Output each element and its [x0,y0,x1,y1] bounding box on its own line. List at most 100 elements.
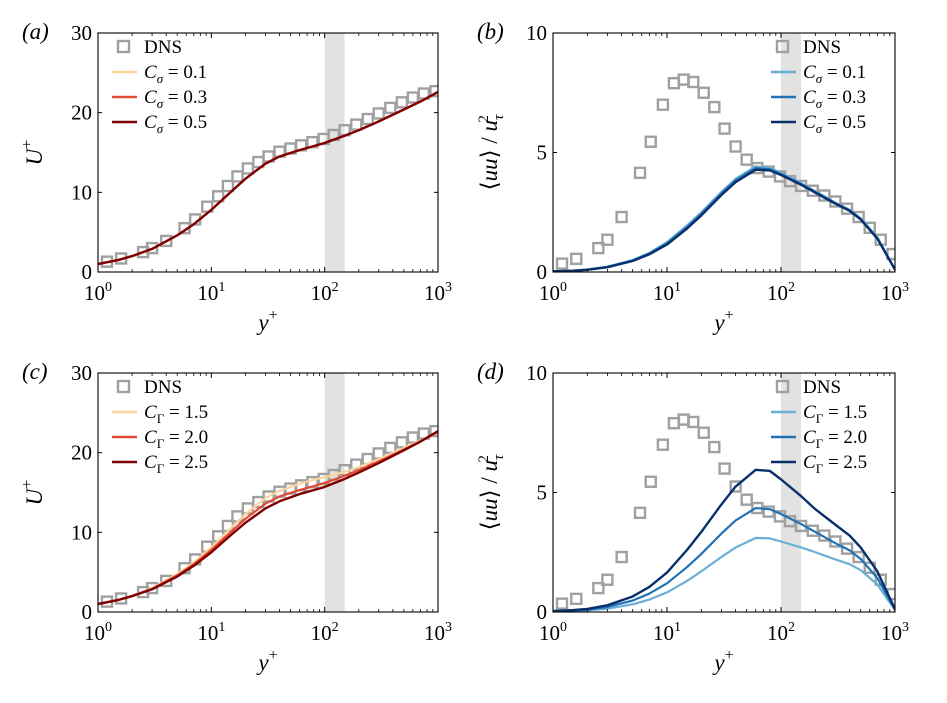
dns-marker [592,581,605,595]
dns-marker [863,221,876,234]
x-tick-label: 100 [84,620,112,645]
legend-label-3: Cσ = 0.5 [803,112,866,136]
dns-marker [840,202,854,215]
y-axis-label: ⟨uu⟩ / uτ2 [476,114,507,190]
dns-marker [555,257,569,270]
series-line-1 [553,165,895,272]
x-tick-label: 100 [84,280,112,305]
legend: DNS CΓ = 1.5CΓ = 2.0CΓ = 2.5 [771,377,867,476]
dns-marker [592,241,605,255]
dns-marker [429,84,438,98]
series-line-2 [553,166,895,272]
legend-label-2: CΓ = 2.0 [144,427,208,451]
y-tick-label: 10 [526,21,547,45]
panel-b: 0 5 10 100 101 102 103 y+ ⟨uu⟩ / uτ2 (b) DNS Cσ = 0… [476,19,909,335]
dns-marker [697,426,710,439]
dns-marker [160,574,173,588]
dns-marker [350,118,363,131]
y-tick-label: 20 [71,441,92,465]
dns-marker [687,415,700,429]
x-tick-label: 102 [767,280,795,305]
legend-label-2: Cσ = 0.3 [803,87,866,111]
legend-label-1: Cσ = 0.1 [144,62,207,86]
x-tick-label: 102 [311,620,339,645]
y-tick-label: 30 [71,21,92,45]
dns-marker [740,493,753,506]
y-tick-label: 20 [71,101,92,125]
legend-label-dns: DNS [803,377,841,398]
dns-marker [395,96,409,109]
legend-label-1: CΓ = 1.5 [803,402,867,426]
y-tick-label: 5 [537,141,548,165]
legend-label-dns: DNS [144,377,182,398]
dns-marker [601,573,614,586]
x-tick-label: 101 [653,620,681,645]
dns-marker [601,233,614,246]
dns-marker [852,210,865,224]
x-axis-label: y+ [256,647,277,675]
x-tick-label: 100 [539,280,567,305]
dns-marker [406,431,420,444]
dns-marker [570,592,583,606]
dns-marker [740,153,753,166]
x-tick-label: 103 [424,280,452,305]
y-tick-label: 0 [82,600,93,624]
legend-dns-marker [775,39,790,54]
dns-marker [667,416,681,430]
dns-marker [361,112,374,126]
dns-marker [395,436,409,449]
x-tick-label: 100 [539,620,567,645]
series-line-3 [98,90,438,266]
legend-label-3: CΓ = 2.5 [803,452,867,476]
x-tick-label: 103 [881,620,909,645]
legend: DNS Cσ = 0.1Cσ = 0.3Cσ = 0.5 [112,37,207,136]
plot-frame [97,32,439,273]
legend-label-1: Cσ = 0.1 [803,62,866,86]
y-axis-label: U+ [19,480,47,506]
dns-marker [718,462,731,475]
dns-markers [100,84,438,268]
legend-label-dns: DNS [144,37,182,58]
series-line-1 [553,536,895,612]
dns-marker [840,542,854,555]
x-tick-label: 102 [311,280,339,305]
dns-markers [555,413,895,610]
series-line-3 [553,468,895,612]
x-axis-label: y+ [712,307,733,335]
x-axis-label: y+ [712,647,733,675]
legend-dns-marker [116,39,131,54]
panel-label: (c) [22,359,48,384]
y-tick-label: 5 [537,481,548,505]
dns-marker [241,162,255,175]
shaded-band [781,33,802,272]
legend: DNS CΓ = 1.5CΓ = 2.0CΓ = 2.5 [112,377,208,476]
y-tick-label: 0 [82,260,93,284]
dns-marker [633,166,647,180]
dns-marker [145,241,159,255]
legend-label-2: CΓ = 2.0 [803,427,867,451]
legend-label-dns: DNS [803,37,841,58]
legend-dns-marker [775,379,790,394]
y-tick-label: 0 [537,600,548,624]
dns-marker [852,550,865,564]
x-tick-label: 101 [653,280,681,305]
dns-marker [708,100,721,114]
dns-marker [429,424,438,438]
dns-marker [806,184,819,197]
x-axis-label: y+ [256,307,277,335]
shaded-band [781,373,802,612]
legend: DNS Cσ = 0.1Cσ = 0.3Cσ = 0.5 [771,37,866,136]
shaded-band [324,373,345,612]
x-tick-label: 103 [881,280,909,305]
x-tick-label: 103 [424,620,452,645]
x-tick-label: 102 [767,620,795,645]
dns-marker [644,475,657,488]
dns-marker [384,101,397,115]
dns-marker [633,506,647,520]
legend-label-3: Cσ = 0.5 [144,112,207,136]
dns-marker [697,86,710,99]
x-tick-label: 101 [197,620,225,645]
dns-marker [806,524,819,537]
dns-marker [221,179,235,193]
y-tick-label: 10 [71,180,92,204]
